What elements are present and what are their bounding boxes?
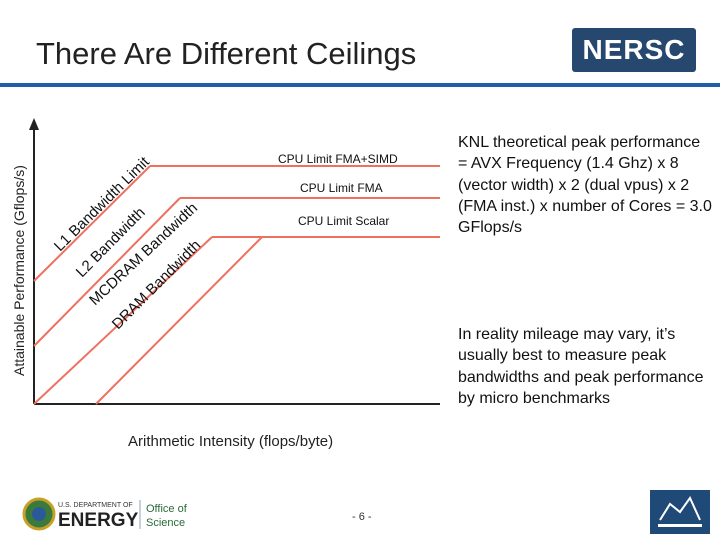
bandwidth-mcdram [33,236,213,405]
doe-logo: U.S. DEPARTMENT OF ENERGY Office of Scie… [22,497,188,531]
bandwidth-l1 [33,165,151,282]
reality-note: In reality mileage may vary, it’s usuall… [458,326,704,407]
office-of-line: Office of [146,503,188,515]
page-number: - 6 - [352,511,372,523]
slide-title: There Are Different Ceilings [36,36,417,71]
title-rule [0,83,720,87]
x-axis-label: Arithmetic Intensity (flops/byte) [128,433,334,450]
nersc-logo: NERSC [572,28,696,72]
y-axis-label: Attainable Performance (Gflops/s) [11,165,27,376]
bandwidth-dram [95,236,263,405]
doe-name-large: ENERGY [58,510,139,531]
knl-peak-note: KNL theoretical peak performance = AVX F… [458,134,712,237]
ceiling-label-scalar: CPU Limit Scalar [298,214,389,228]
ceiling-label-fma: CPU Limit FMA [300,181,383,195]
ceiling-label-fma-simd: CPU Limit FMA+SIMD [278,152,398,166]
y-axis-arrow [29,118,39,130]
doe-name-small: U.S. DEPARTMENT OF [58,502,133,509]
berkeley-lab-logo [650,490,710,534]
science-line: Science [146,517,185,529]
bandwidth-l2 [33,197,181,347]
